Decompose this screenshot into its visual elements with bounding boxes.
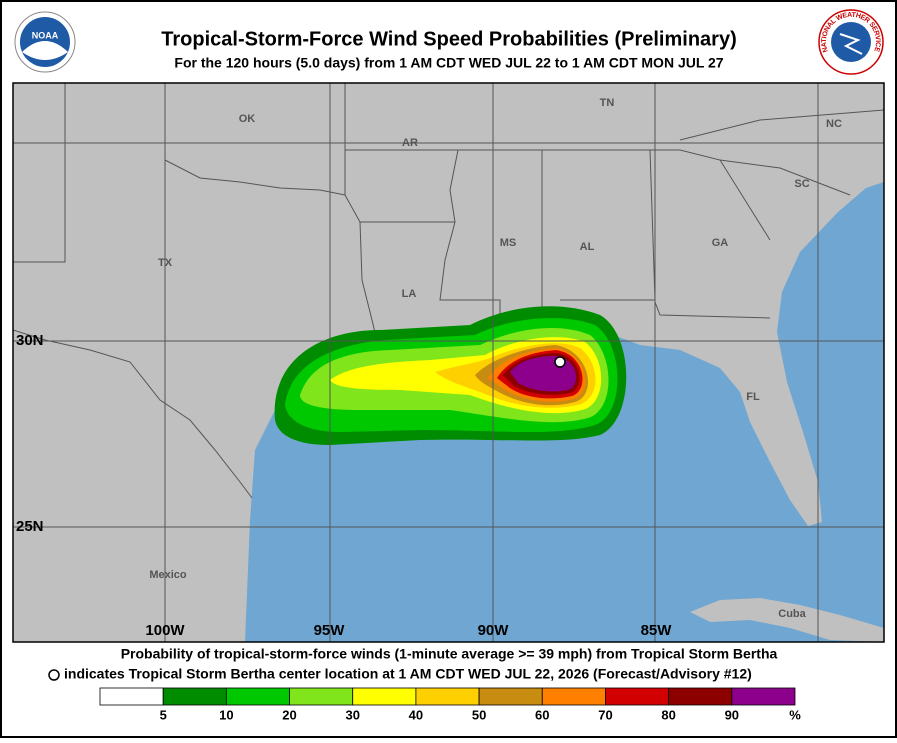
state-label: FL: [746, 391, 760, 403]
state-label: TN: [600, 97, 615, 109]
caption-line: Probability of tropical-storm-force wind…: [121, 646, 778, 662]
legend-swatch: [668, 687, 733, 706]
grid: [13, 83, 884, 642]
legend-label: 80: [661, 707, 675, 722]
nws-logo: NATIONAL WEATHER SERVICE: [818, 9, 884, 75]
legend-swatch: [731, 687, 796, 706]
legend-label: 10: [219, 707, 233, 722]
legend-swatch: [605, 687, 670, 706]
noaa-logo: NOAA: [14, 11, 76, 73]
legend-swatch: [541, 687, 606, 706]
legend-swatch: [162, 687, 227, 706]
center-symbol: [48, 669, 60, 681]
cuba: [690, 598, 884, 642]
map: OK AR TN NC SC MS AL GA TX LA FL Mexico …: [13, 83, 884, 642]
legend-label: 5: [160, 707, 167, 722]
state-label: TX: [158, 257, 173, 269]
legend-swatch: [415, 687, 480, 706]
country-label: Cuba: [778, 608, 806, 620]
title: Tropical-Storm-Force Wind Speed Probabil…: [161, 28, 737, 50]
state-label: MS: [500, 237, 517, 249]
legend-label: %: [789, 707, 801, 722]
legend-swatch: [289, 687, 354, 706]
caption-line: indicates Tropical Storm Bertha center l…: [64, 666, 752, 682]
noaa-text: NOAA: [32, 30, 59, 40]
legend-swatch: [225, 687, 290, 706]
state-label: AL: [580, 241, 595, 253]
legend-swatch: [478, 687, 543, 706]
legend-label: 90: [725, 707, 739, 722]
state-label: NC: [826, 118, 842, 130]
latitude-label: 25N: [16, 518, 44, 535]
legend-swatch: [99, 687, 164, 706]
legend-label: 50: [472, 707, 486, 722]
storm-center: [554, 356, 566, 368]
longitude-label: 95W: [314, 622, 346, 639]
legend-label: 40: [409, 707, 423, 722]
state-label: LA: [402, 288, 417, 300]
legend-label: 30: [345, 707, 359, 722]
legend: 5 10 20 30 40 50 60 70 80 90%: [99, 687, 801, 722]
map-border: [12, 82, 885, 643]
state-label: SC: [794, 178, 809, 190]
legend-label: 60: [535, 707, 549, 722]
subtitle: For the 120 hours (5.0 days) from 1 AM C…: [174, 55, 723, 71]
latitude-label: 30N: [16, 332, 44, 349]
longitude-label: 90W: [478, 622, 510, 639]
longitude-label: 100W: [145, 622, 185, 639]
longitude-label: 85W: [641, 622, 673, 639]
state-label: GA: [712, 237, 729, 249]
legend-swatch: [352, 687, 417, 706]
state-label: AR: [402, 137, 418, 149]
state-label: OK: [239, 113, 256, 125]
borders: [13, 83, 884, 499]
legend-label: 70: [598, 707, 612, 722]
legend-label: 20: [282, 707, 296, 722]
country-label: Mexico: [149, 569, 187, 581]
